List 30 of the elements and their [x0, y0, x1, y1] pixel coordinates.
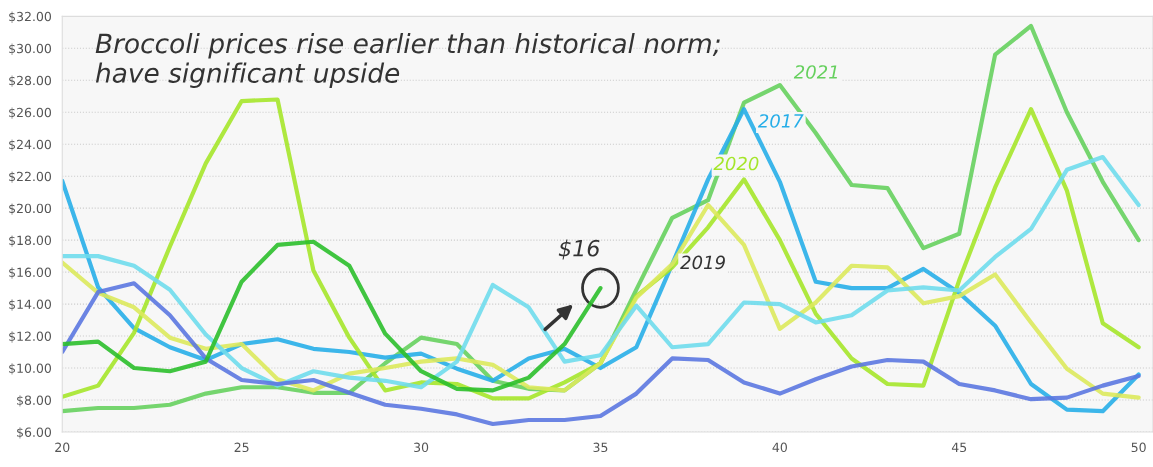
y-tick-label: $12.00	[9, 331, 52, 343]
x-tick-label: 35	[593, 442, 608, 453]
x-tick-label: 50	[1131, 442, 1146, 453]
series-label: 2017	[757, 114, 804, 128]
series-label: 2021	[793, 65, 837, 79]
line-series	[62, 202, 1141, 400]
text: Broccoli prices rise earlier than historical norm; have significant upside	[95, 32, 720, 89]
series-label: 2020	[713, 156, 759, 171]
y-tick-label: $8.00	[17, 395, 52, 407]
y-tick-label: $24.00	[9, 139, 52, 151]
y-tick-label: $26.00	[9, 107, 52, 119]
y-tick-label: $14.00	[9, 299, 52, 311]
y-tick-label: $20.00	[9, 203, 52, 215]
y-tick-label: $6.00	[17, 427, 52, 439]
y-tick-label: $18.00	[9, 235, 52, 247]
x-tick-label: 40	[772, 442, 787, 453]
y-tick-label: $22.00	[9, 171, 52, 183]
annotation: $16	[558, 239, 600, 260]
line-series	[62, 154, 1141, 390]
line-series	[62, 281, 1141, 427]
series-label: 2019	[680, 255, 725, 270]
x-tick-label: 45	[951, 442, 967, 453]
x-tick-label: 25	[234, 442, 249, 453]
y-tick-label: $30.00	[9, 43, 52, 55]
x-tick-label: 30	[414, 442, 429, 453]
x-tick-label: 20	[55, 442, 70, 453]
y-tick-label: $16.00	[9, 267, 52, 279]
y-tick-label: $10.00	[9, 363, 52, 375]
y-tick-label: $32.00	[9, 11, 52, 23]
y-tick-label: $28.00	[9, 75, 52, 87]
